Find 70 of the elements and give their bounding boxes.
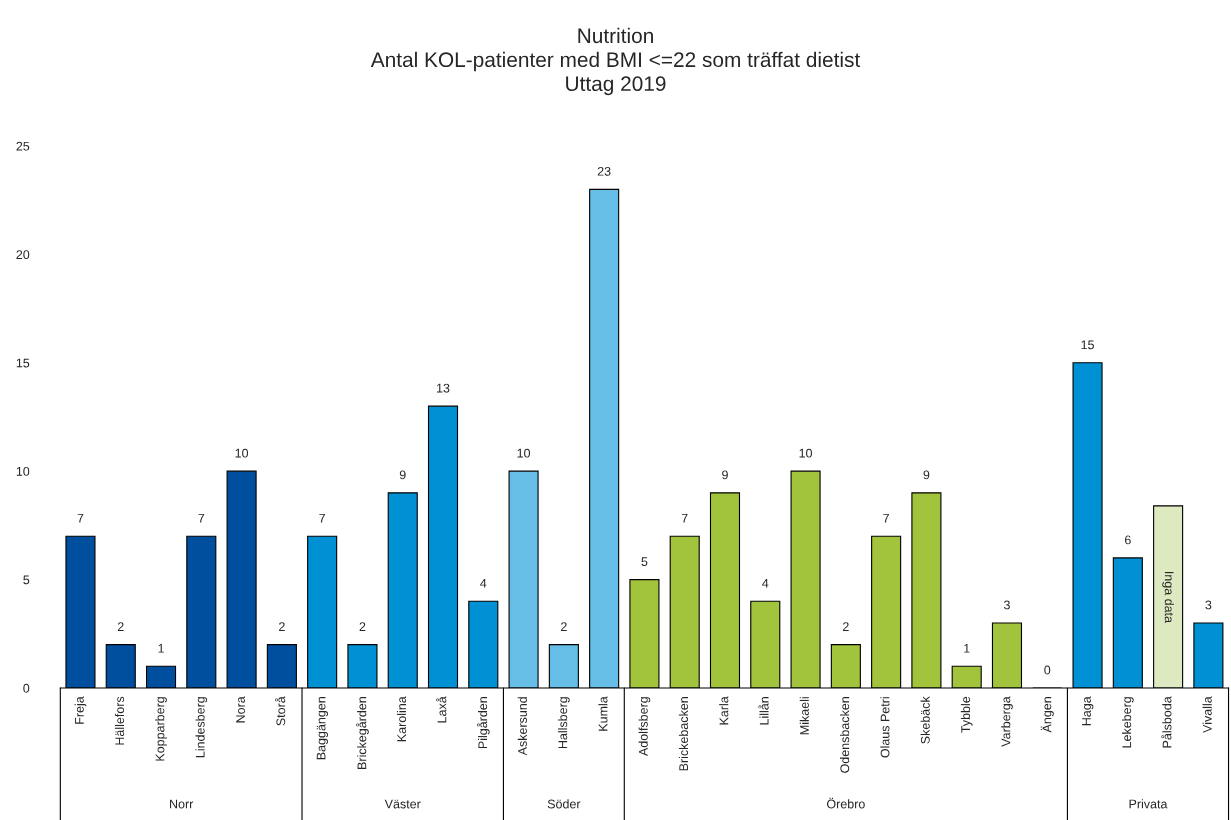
data-label: 15: [1081, 340, 1094, 350]
x-tick-label: Lekeberg: [1122, 697, 1134, 748]
x-tick-label: Nora: [236, 696, 245, 723]
data-label: 9: [399, 470, 406, 480]
x-tick-label: Hällefors: [114, 696, 125, 745]
data-label: 2: [843, 622, 849, 631]
data-label: 7: [198, 513, 205, 523]
text: Väster: [384, 799, 421, 809]
x-tick-label: Tybble: [960, 696, 973, 733]
x-tick-label: Mikaeli: [799, 697, 809, 735]
x-tick-label: Pålsboda: [1161, 696, 1172, 748]
y-tick-label: 20: [16, 250, 30, 260]
data-label: 1: [964, 643, 970, 653]
data-label: 13: [437, 383, 450, 393]
x-tick-label: Freja: [74, 696, 87, 724]
x-tick-label: Karolina: [396, 696, 407, 742]
data-label: 7: [319, 513, 326, 523]
y-tick-label: 25: [16, 141, 30, 151]
data-label: 6: [1124, 535, 1131, 545]
x-tick-label: Kumla: [598, 696, 608, 731]
x-tick-label: Brickebacken: [678, 697, 689, 771]
x-tick-label: Lindesberg: [195, 697, 208, 758]
x-tick-label: Lillån: [758, 697, 769, 725]
x-tick-label: Kopparberg: [155, 697, 167, 761]
data-label: 10: [799, 448, 813, 458]
data-label: 2: [359, 622, 366, 631]
data-label: 10: [235, 448, 249, 458]
data-label: 3: [1205, 600, 1212, 610]
text: Norr: [170, 799, 194, 809]
data-label: Inga data: [1162, 572, 1174, 623]
x-tick-label: Pilgården: [476, 697, 490, 749]
data-label: 7: [883, 513, 889, 523]
y-tick-label: 5: [23, 575, 30, 585]
y-tick-label: 15: [16, 358, 30, 368]
x-tick-label: Storå: [275, 696, 286, 726]
x-tick-label: Hallsberg: [558, 697, 570, 749]
data-label: 23: [597, 166, 611, 176]
chart-title: Nutrition Antal KOL-patienter med BMI <=22 som träffat dietist Uttag 2019: [370, 27, 861, 96]
x-tick-label: Askersund: [517, 697, 527, 756]
data-label: 5: [641, 557, 648, 566]
x-tick-label: Vivalla: [1202, 696, 1212, 733]
data-label: 1: [158, 643, 164, 653]
data-label: 2: [279, 622, 285, 631]
text: Örebro: [826, 797, 865, 809]
data-label: 2: [561, 622, 567, 631]
x-tick-label: Haga: [1082, 696, 1094, 726]
text: Söder: [547, 799, 581, 809]
text: Privata: [1129, 799, 1168, 809]
data-label: 9: [923, 470, 930, 480]
data-label: 7: [77, 513, 84, 523]
data-label: 4: [762, 578, 769, 588]
y-tick-label: 0: [23, 683, 30, 693]
x-tick-label: Laxå: [436, 696, 447, 723]
data-label: 7: [681, 513, 688, 523]
x-tick-label: Baggängen: [316, 697, 328, 760]
data-label: 10: [517, 448, 531, 458]
x-tick-label: Skebäck: [920, 696, 930, 744]
x-tick-label: Odensbacken: [840, 697, 850, 773]
y-tick-label: 10: [16, 466, 30, 476]
data-label: 3: [1003, 600, 1010, 610]
data-label: 0: [1044, 665, 1051, 675]
data-label: 2: [117, 622, 124, 631]
x-tick-label: Brickegården: [356, 697, 369, 769]
data-label: 4: [480, 578, 487, 588]
x-tick-label: Varberga: [1001, 696, 1013, 747]
x-tick-label: Adolfsberg: [638, 697, 651, 757]
x-tick-label: Karla: [719, 696, 729, 725]
x-tick-label: Olaus Petri: [880, 697, 890, 758]
data-label: 9: [722, 470, 728, 480]
x-tick-label: Ängen: [1040, 697, 1054, 733]
